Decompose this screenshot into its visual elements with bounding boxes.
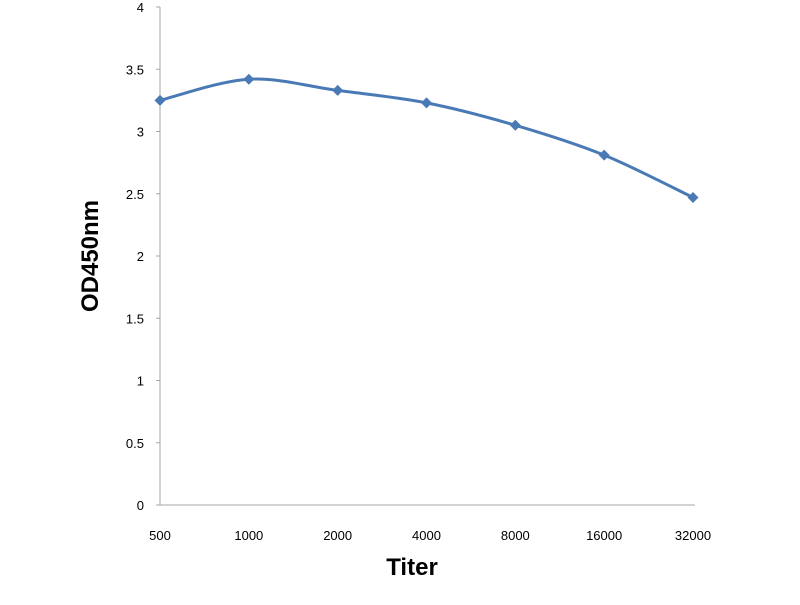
y-tick-label: 1.5 (126, 311, 144, 326)
y-axis-ticks: 0 0.5 1 1.5 2 2.5 3 3.5 4 (126, 0, 160, 513)
y-tick-label: 1 (137, 374, 144, 389)
x-tick-label: 2000 (323, 528, 352, 543)
y-tick-label: 2 (137, 249, 144, 264)
x-axis-title: Titer (386, 554, 438, 581)
x-tick-label: 8000 (501, 528, 530, 543)
y-tick-label: 2.5 (126, 187, 144, 202)
y-axis-title: OD450nm (77, 200, 104, 312)
data-point-marker (687, 191, 699, 203)
plot-area: 0 0.5 1 1.5 2 2.5 3 3.5 4 500 1000 2000 4000 8000 160… (126, 0, 711, 543)
x-tick-label: 16000 (586, 528, 622, 543)
y-tick-label: 0 (137, 498, 144, 513)
x-tick-label: 500 (149, 528, 171, 543)
data-point-marker (421, 97, 432, 109)
x-axis-ticks: 500 1000 2000 4000 8000 16000 32000 (149, 528, 711, 543)
series-layer (154, 73, 699, 203)
data-point-marker (509, 119, 521, 131)
x-tick-label: 32000 (675, 528, 711, 543)
y-tick-label: 3 (137, 125, 144, 140)
x-tick-label: 4000 (412, 528, 441, 543)
y-tick-label: 4 (137, 0, 144, 15)
y-tick-label: 0.5 (126, 436, 144, 451)
series-line (158, 77, 695, 199)
data-point-marker (243, 73, 255, 85)
y-tick-label: 3.5 (126, 62, 144, 77)
x-tick-label: 1000 (234, 528, 263, 543)
data-point-marker (154, 94, 166, 106)
data-point-marker (332, 84, 344, 96)
data-point-marker (598, 149, 610, 161)
